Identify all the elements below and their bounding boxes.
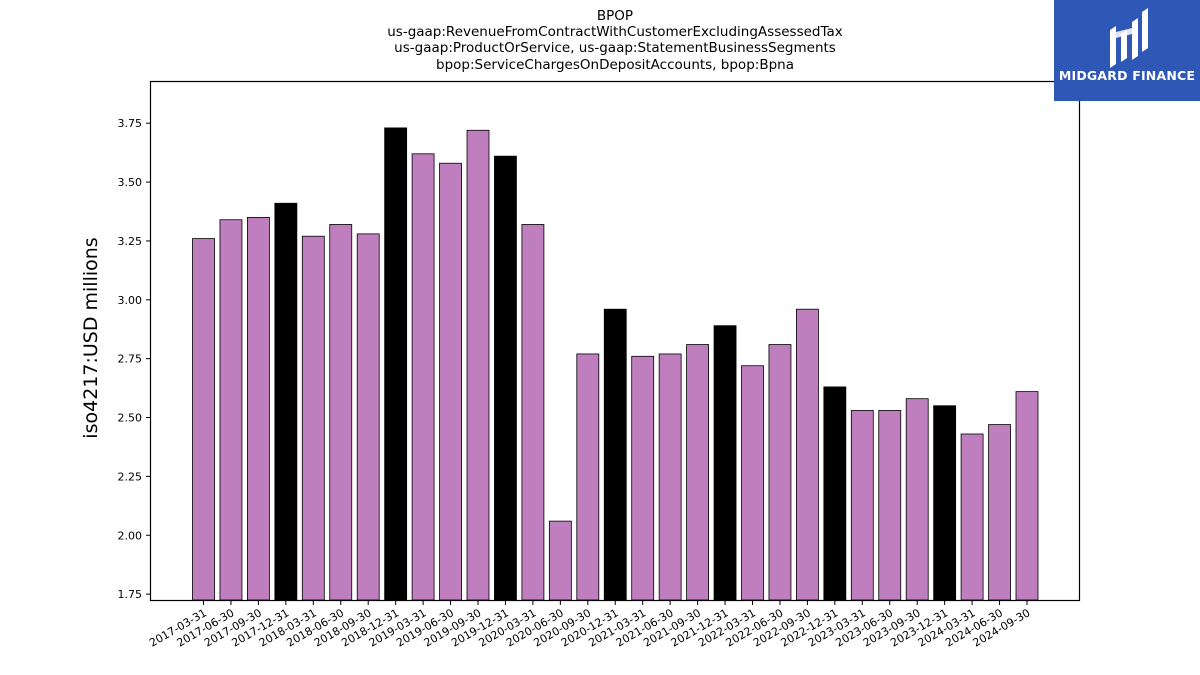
y-tick-label: 2.75 [118, 353, 143, 366]
y-tick-label: 3.00 [118, 294, 143, 307]
chart-title-line-3: us-gaap:ProductOrService, us-gaap:Statem… [394, 40, 836, 56]
logo-text: MIDGARD FINANCE [1058, 68, 1196, 83]
bar-2018-12-31 [384, 127, 408, 601]
bar-2024-03-31 [960, 433, 984, 601]
y-tick-label: 3.50 [118, 176, 143, 189]
chart-title-line-1: BPOP [597, 8, 633, 24]
bar-2017-03-31 [192, 238, 215, 601]
bars-group [192, 127, 1039, 601]
bar-2022-03-31 [741, 365, 764, 601]
bar-2017-09-30 [246, 216, 270, 601]
y-axis: 1.75 2.00 2.25 2.50 2.75 3.00 3.25 3.50 3.75 [118, 117, 151, 601]
bar-2017-12-31 [274, 202, 298, 601]
y-tick-label: 2.00 [118, 529, 143, 542]
y-tick-label: 3.75 [118, 117, 143, 130]
bar-2023-12-31 [933, 405, 957, 601]
bar-2021-06-30 [658, 353, 682, 601]
y-axis-label: iso4217:USD millions [80, 237, 102, 438]
bar-2019-06-30 [439, 162, 462, 601]
bar-2023-09-30 [905, 398, 929, 601]
bar-2022-06-30 [768, 344, 792, 601]
bar-2024-06-30 [988, 424, 1011, 601]
bar-2023-06-30 [878, 410, 902, 601]
bar-2018-03-31 [301, 235, 325, 601]
y-tick-label: 2.50 [118, 412, 143, 425]
bar-2021-12-31 [713, 325, 737, 601]
midgard-logo-icon [1110, 8, 1148, 68]
bar-2018-09-30 [356, 233, 380, 601]
chart-title-line-4: bpop:ServiceChargesOnDepositAccounts, bp… [436, 57, 794, 73]
bar-2019-03-31 [411, 153, 435, 601]
bar-2024-09-30 [1015, 391, 1039, 601]
bar-2022-12-31 [823, 386, 847, 601]
bar-2020-12-31 [603, 308, 627, 601]
bar-2020-09-30 [576, 353, 600, 601]
bar-2020-03-31 [521, 224, 545, 601]
bar-2021-09-30 [686, 344, 709, 601]
plot-frame [149, 80, 1081, 602]
bar-2022-09-30 [796, 308, 819, 601]
y-tick-label: 1.75 [118, 588, 143, 601]
y-tick-label: 3.25 [118, 235, 143, 248]
chart-title-line-2: us-gaap:RevenueFromContractWithCustomerE… [387, 24, 843, 40]
bar-2018-06-30 [329, 224, 353, 601]
bar-2017-06-30 [219, 219, 243, 601]
bar-2020-06-30 [548, 520, 572, 601]
chart-title: BPOP us-gaap:RevenueFromContractWithCust… [387, 8, 843, 73]
company-logo: MIDGARD FINANCE [1054, 0, 1200, 101]
bar-2019-09-30 [466, 129, 490, 601]
bar-2021-03-31 [631, 355, 655, 601]
bar-2019-12-31 [494, 155, 517, 601]
bar-2023-03-31 [850, 410, 874, 601]
y-tick-label: 2.25 [118, 470, 143, 483]
x-axis: 2017-03-312017-06-302017-09-302017-12-31… [147, 600, 1033, 650]
